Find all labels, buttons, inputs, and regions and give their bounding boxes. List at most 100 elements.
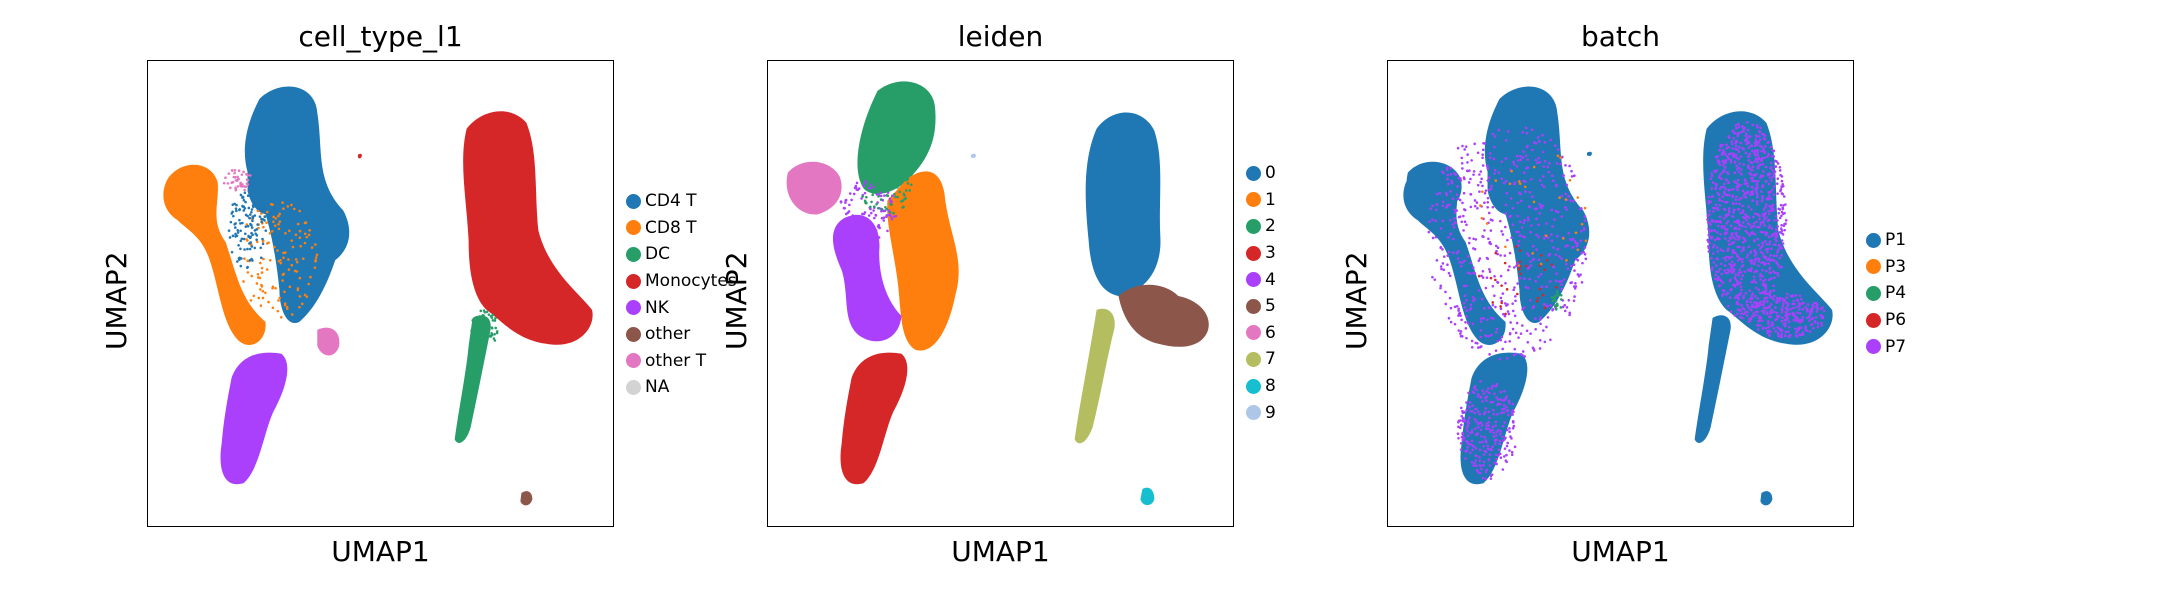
- legend-marker: [1246, 245, 1261, 261]
- legend-marker: [1246, 192, 1261, 208]
- scatter-points-cluster-2: [861, 167, 913, 215]
- legend-item: 9: [1246, 399, 1276, 426]
- legend-item: other T: [626, 348, 737, 375]
- batch-region-right: [1760, 491, 1773, 506]
- cluster-5: [1118, 284, 1209, 347]
- legend-item: 0: [1246, 160, 1276, 187]
- cluster-3: [840, 352, 908, 485]
- scatter-points-p6: [1477, 245, 1558, 316]
- legend-label: P4: [1885, 283, 1907, 304]
- cluster-4: [832, 214, 902, 342]
- cluster-1: [887, 171, 959, 351]
- legend-marker: [626, 353, 641, 369]
- legend-item: 8: [1246, 373, 1276, 400]
- chart-title: leiden: [957, 20, 1044, 53]
- legend-label: 2: [1265, 216, 1276, 237]
- legend-label: P3: [1885, 256, 1907, 277]
- cluster-9: [970, 153, 976, 158]
- legend-label: Monocytes: [645, 271, 737, 292]
- legend-label: DC: [645, 244, 670, 265]
- cluster-other-t: [317, 327, 340, 356]
- umap-panel-batch: batch UMAP1 UMAP2 P1 P3 P4 P6 P7: [1240, 0, 1906, 600]
- legend-label: 0: [1265, 163, 1276, 184]
- scatter-points-p7: [1456, 380, 1517, 481]
- cluster-0: [1085, 112, 1161, 296]
- scatter-points-cd8-t: [242, 201, 319, 319]
- umap-scatter-svg: [1403, 86, 1833, 506]
- legend-item: 7: [1246, 346, 1276, 373]
- umap-panel-leiden: leiden UMAP1 UMAP2 0 1 2 3 4 5 6 7 8 9: [620, 0, 1276, 600]
- legend-item: P6: [1866, 307, 1906, 334]
- legend-label: 8: [1265, 376, 1276, 397]
- legend-label: CD8 T: [645, 217, 697, 238]
- cluster-nk: [220, 352, 288, 485]
- legend-label: 6: [1265, 322, 1276, 343]
- legend-marker: [1866, 339, 1881, 355]
- scatter-points-cluster-4: [839, 180, 898, 241]
- legend-marker: [1866, 232, 1881, 248]
- legend-label: 1: [1265, 189, 1276, 210]
- scatter-points-p7: [1745, 292, 1826, 339]
- legend-marker: [626, 220, 641, 236]
- legend-marker: [1866, 259, 1881, 275]
- scatter-points-other-t: [222, 169, 252, 192]
- legend-marker: [1866, 312, 1881, 328]
- legend-label: 9: [1265, 402, 1276, 423]
- scatter-points-cd4-t: [227, 189, 268, 269]
- legend-item: NK: [626, 294, 737, 321]
- legend-item: 1: [1246, 187, 1276, 214]
- legend-marker: [626, 246, 641, 262]
- legend-item: Monocytes: [626, 268, 737, 295]
- batch-region-left: [1586, 151, 1592, 156]
- legend-item: other: [626, 321, 737, 348]
- cluster-7: [1074, 308, 1115, 444]
- scatter-points-dc: [470, 309, 499, 346]
- cluster-cd4-t: [247, 156, 276, 215]
- scatter-points-p7: [1427, 126, 1588, 361]
- legend-label: CD4 T: [645, 191, 697, 212]
- cluster-other: [520, 491, 533, 506]
- legend-item: P7: [1866, 333, 1906, 360]
- legend-item: NA: [626, 374, 737, 401]
- legend-marker: [1246, 325, 1261, 341]
- batch-region-right: [1694, 315, 1731, 443]
- legend-item: 5: [1246, 293, 1276, 320]
- legend-marker: [1246, 351, 1261, 367]
- scatter-points-p4: [1550, 290, 1563, 311]
- cluster-8: [1140, 487, 1155, 506]
- umap-scatter-svg: [786, 81, 1209, 506]
- legend-label: 5: [1265, 296, 1276, 317]
- plot-area: [147, 60, 614, 527]
- x-axis-label: UMAP1: [1571, 535, 1670, 568]
- legend-item: P4: [1866, 280, 1906, 307]
- scatter-points-p3: [1479, 154, 1588, 267]
- y-axis-label: UMAP2: [720, 251, 753, 350]
- legend-marker: [1246, 378, 1261, 394]
- plot-area: [1387, 60, 1854, 527]
- legend-marker: [1246, 165, 1261, 181]
- legend-item: DC: [626, 241, 737, 268]
- cluster-2: [857, 81, 936, 194]
- chart-title: cell_type_l1: [298, 20, 463, 53]
- cluster-6: [786, 161, 842, 215]
- legend: CD4 T CD8 T DC Monocytes NK other other T NA: [626, 188, 737, 401]
- legend-label: 7: [1265, 349, 1276, 370]
- legend-marker: [626, 273, 641, 289]
- legend-label: 3: [1265, 243, 1276, 264]
- legend-marker: [626, 193, 641, 209]
- y-axis-label: UMAP2: [100, 251, 133, 350]
- legend-marker: [1246, 405, 1261, 421]
- umap-scatter-svg: [163, 86, 593, 506]
- plot-area: [767, 60, 1234, 527]
- legend-item: CD4 T: [626, 188, 737, 215]
- legend-item: P3: [1866, 254, 1906, 281]
- x-axis-label: UMAP1: [331, 535, 430, 568]
- legend-label: P7: [1885, 336, 1907, 357]
- legend-marker: [626, 300, 641, 316]
- legend-label: P1: [1885, 230, 1907, 251]
- legend: 0 1 2 3 4 5 6 7 8 9: [1246, 160, 1276, 426]
- legend-marker: [1866, 285, 1881, 301]
- scatter-points-p7: [1706, 121, 1788, 320]
- cluster-cd4-t: [244, 86, 350, 324]
- legend-item: 2: [1246, 213, 1276, 240]
